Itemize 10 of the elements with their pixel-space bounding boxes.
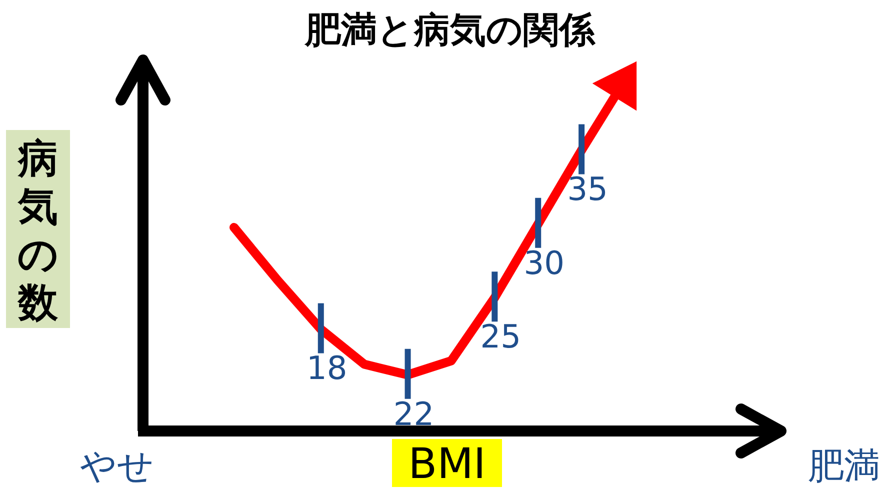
text: やせ (80, 446, 154, 487)
chart-title: 肥満と病気の関係 (304, 10, 596, 51)
annotation: 18 (306, 349, 348, 388)
annotation: 35 (567, 170, 608, 208)
x-axis-title: BMI (408, 439, 486, 488)
annotation: 25 (480, 318, 522, 356)
annotation: 30 (524, 244, 564, 282)
text: 肥満 (808, 446, 880, 487)
y-axis-title: 病気の数 (17, 136, 59, 326)
annotation: 22 (393, 394, 434, 433)
